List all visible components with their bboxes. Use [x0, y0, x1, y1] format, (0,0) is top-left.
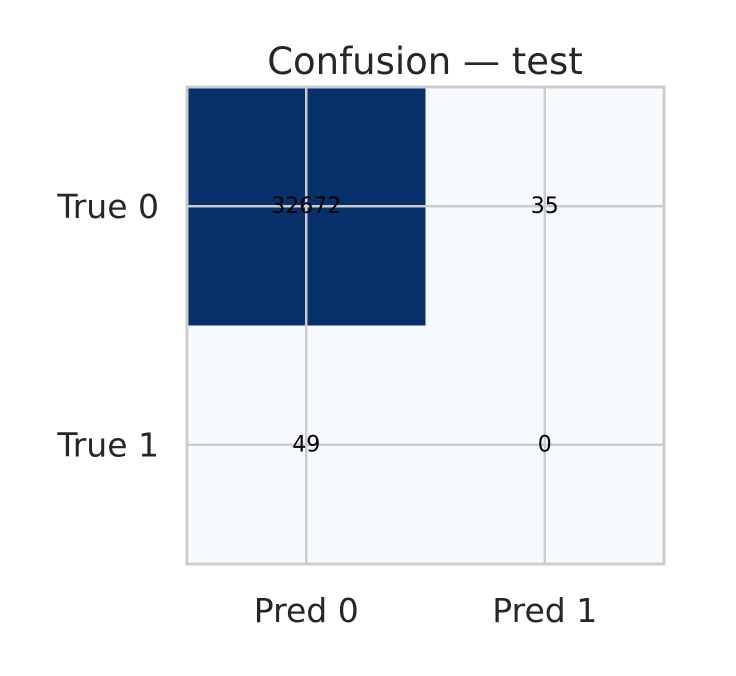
x-tick-label: Pred 0 — [254, 591, 359, 630]
gridlines — [187, 87, 664, 564]
y-tick-labels: True 0 True 1 — [56, 187, 159, 465]
cell-value-labels: 32672 35 49 0 — [271, 194, 559, 458]
cell-value-label: 32672 — [271, 194, 341, 219]
chart-title: Confusion — test — [267, 40, 583, 83]
y-tick-label: True 0 — [56, 187, 159, 226]
x-tick-labels: Pred 0 Pred 1 — [254, 591, 597, 630]
cell-value-label: 35 — [531, 194, 559, 219]
plot-frame — [185, 85, 666, 566]
x-tick-label: Pred 1 — [492, 591, 597, 630]
heatmap-cells — [187, 87, 664, 564]
cell-value-label: 49 — [292, 432, 320, 457]
cell-value-label: 0 — [538, 432, 552, 457]
y-tick-label: True 1 — [56, 425, 159, 464]
